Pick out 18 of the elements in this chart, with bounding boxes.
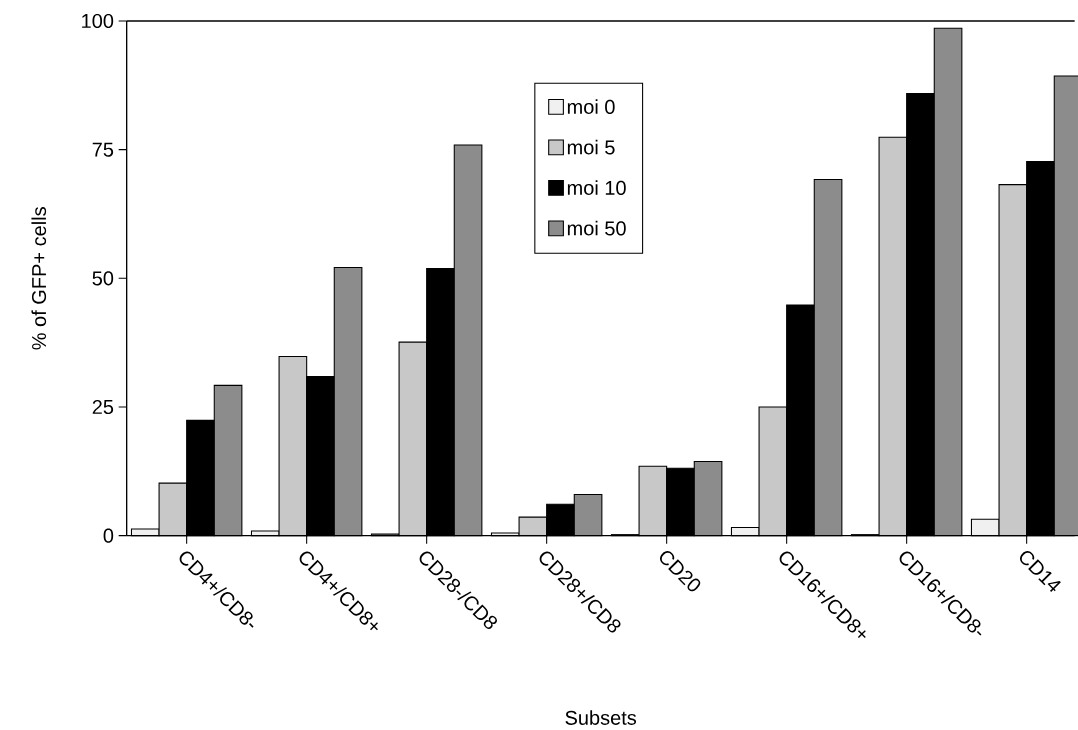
bar xyxy=(693,460,723,537)
y-tick-label: 0 xyxy=(103,528,114,543)
x-axis-title: Subsets xyxy=(565,710,637,725)
y-axis-title: % of GFP+ cells xyxy=(31,206,47,350)
y-tick-label: 50 xyxy=(92,271,114,286)
legend-label: moi 10 xyxy=(567,180,626,195)
y-tick-label: 25 xyxy=(92,399,114,414)
legend-label: moi 0 xyxy=(567,99,615,114)
bar xyxy=(813,178,843,537)
legend-label: moi 50 xyxy=(567,220,626,236)
bar xyxy=(333,266,363,537)
y-tick-label: 75 xyxy=(92,142,114,157)
bar xyxy=(213,384,243,537)
bar xyxy=(453,144,483,537)
y-tick-label: 100 xyxy=(82,13,114,28)
legend-label: moi 5 xyxy=(567,139,615,155)
bar xyxy=(573,493,603,537)
bar xyxy=(933,27,963,537)
